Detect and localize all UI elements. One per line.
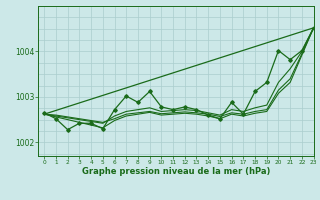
X-axis label: Graphe pression niveau de la mer (hPa): Graphe pression niveau de la mer (hPa) (82, 167, 270, 176)
